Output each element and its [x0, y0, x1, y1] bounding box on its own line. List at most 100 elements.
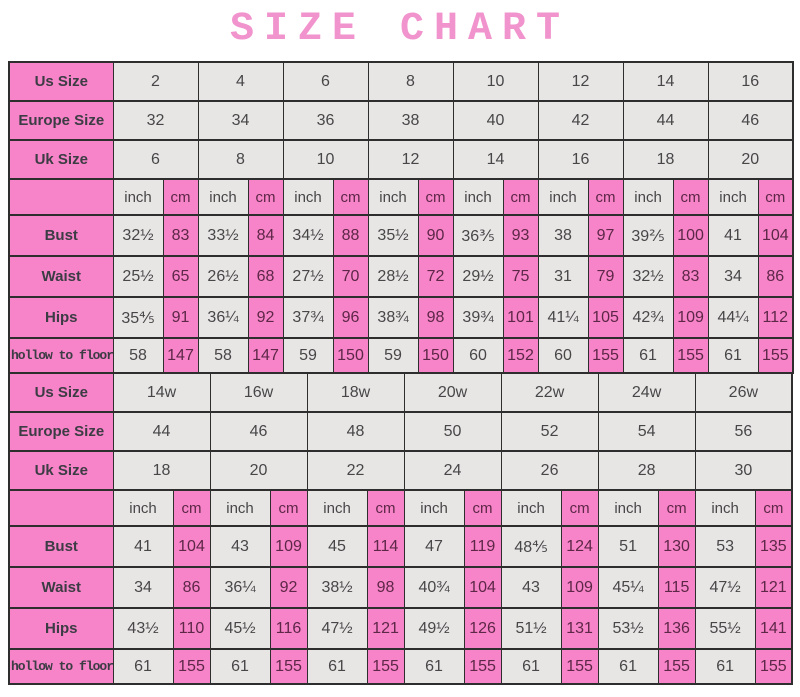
us-size-value: 18w [306, 372, 405, 413]
uk-size-value: 24 [403, 450, 502, 491]
size-table-standard: Us Size 2 4 6 8 10 12 14 16 Europe Size 32 34 36 38 40… [8, 61, 795, 374]
hollow-cm-value: 155 [269, 648, 308, 685]
hollow-cm-value: 155 [757, 337, 794, 374]
row-uk-size: Uk Size 18 20 22 24 26 28 30 [8, 450, 793, 491]
hollow-cm-value: 155 [366, 648, 405, 685]
hips-inch-value: 55½ [694, 607, 756, 650]
bust-cm-value: 135 [754, 525, 793, 568]
waist-inch-value: 25½ [112, 255, 164, 298]
unit-header-cm: cm [172, 489, 211, 527]
uk-size-value: 6 [112, 139, 199, 180]
europe-size-value: 46 [707, 100, 794, 141]
unit-header-cm: cm [657, 489, 696, 527]
hollow-inch-value: 61 [500, 648, 562, 685]
hollow-inch-value: 60 [452, 337, 504, 374]
hips-cm-value: 116 [269, 607, 308, 650]
unit-header-inch: inch [197, 178, 249, 216]
waist-cm-value: 115 [657, 566, 696, 609]
waist-inch-value: 34 [112, 566, 174, 609]
unit-header-inch: inch [452, 178, 504, 216]
hollow-inch-value: 61 [694, 648, 756, 685]
waist-cm-value: 109 [560, 566, 599, 609]
uk-size-value: 22 [306, 450, 405, 491]
uk-size-value: 20 [707, 139, 794, 180]
bust-inch-value: 48⅘ [500, 525, 562, 568]
hollow-inch-value: 61 [112, 648, 174, 685]
hips-row-label: Hips [8, 607, 114, 650]
waist-inch-value: 28½ [367, 255, 419, 298]
waist-cm-value: 75 [502, 255, 539, 298]
uk-size-value: 20 [209, 450, 308, 491]
waist-inch-value: 31 [537, 255, 589, 298]
us-size-value: 24w [597, 372, 696, 413]
bust-inch-value: 45 [306, 525, 368, 568]
us-size-value: 22w [500, 372, 599, 413]
europe-size-value: 34 [197, 100, 284, 141]
europe-size-row-label: Europe Size [8, 411, 114, 452]
unit-header-inch: inch [112, 178, 164, 216]
waist-inch-value: 26½ [197, 255, 249, 298]
bust-inch-value: 51 [597, 525, 659, 568]
waist-inch-value: 32½ [622, 255, 674, 298]
waist-cm-value: 68 [247, 255, 284, 298]
europe-size-value: 54 [597, 411, 696, 452]
units-corner-cell [8, 178, 114, 216]
bust-row-label: Bust [8, 214, 114, 257]
europe-size-value: 32 [112, 100, 199, 141]
hips-inch-value: 37¾ [282, 296, 334, 339]
uk-size-row-label: Uk Size [8, 450, 114, 491]
unit-header-cm: cm [247, 178, 284, 216]
bust-cm-value: 88 [332, 214, 369, 257]
hips-cm-value: 112 [757, 296, 794, 339]
hips-inch-value: 39¾ [452, 296, 504, 339]
uk-size-value: 26 [500, 450, 599, 491]
waist-inch-value: 45¼ [597, 566, 659, 609]
hollow-inch-value: 61 [403, 648, 465, 685]
unit-header-cm: cm [366, 489, 405, 527]
waist-cm-value: 98 [366, 566, 405, 609]
bust-inch-value: 33½ [197, 214, 249, 257]
hips-inch-value: 43½ [112, 607, 174, 650]
uk-size-value: 8 [197, 139, 284, 180]
unit-header-cm: cm [560, 489, 599, 527]
bust-cm-value: 100 [672, 214, 709, 257]
row-units: inch cm inch cm inch cm inch cm inch cm inch cm inch… [8, 489, 793, 527]
us-size-value: 8 [367, 61, 454, 102]
hips-cm-value: 98 [417, 296, 454, 339]
unit-header-inch: inch [403, 489, 465, 527]
hollow-inch-value: 61 [622, 337, 674, 374]
hips-cm-value: 110 [172, 607, 211, 650]
us-size-value: 2 [112, 61, 199, 102]
hips-cm-value: 101 [502, 296, 539, 339]
waist-inch-value: 34 [707, 255, 759, 298]
hollow-cm-value: 150 [417, 337, 454, 374]
bust-cm-value: 119 [463, 525, 502, 568]
row-europe-size: Europe Size 44 46 48 50 52 54 56 [8, 411, 793, 452]
us-size-value: 14 [622, 61, 709, 102]
us-size-value: 26w [694, 372, 793, 413]
hips-cm-value: 126 [463, 607, 502, 650]
europe-size-value: 38 [367, 100, 454, 141]
us-size-value: 14w [112, 372, 211, 413]
hollow-cm-value: 155 [172, 648, 211, 685]
europe-size-value: 52 [500, 411, 599, 452]
hollow-cm-value: 155 [754, 648, 793, 685]
waist-row-label: Waist [8, 255, 114, 298]
us-size-value: 20w [403, 372, 502, 413]
bust-inch-value: 39⅖ [622, 214, 674, 257]
row-hips: Hips 35⅘ 91 36¼ 92 37¾ 96 38¾ 98 39¾ 101 41¼ 105 42¾ 1… [8, 296, 794, 339]
waist-inch-value: 40¾ [403, 566, 465, 609]
bust-cm-value: 104 [757, 214, 794, 257]
bust-cm-value: 84 [247, 214, 284, 257]
unit-header-inch: inch [500, 489, 562, 527]
hollow-inch-value: 61 [707, 337, 759, 374]
row-us-size: Us Size 2 4 6 8 10 12 14 16 [8, 61, 794, 102]
hips-inch-value: 42¾ [622, 296, 674, 339]
uk-size-value: 16 [537, 139, 624, 180]
waist-cm-value: 86 [172, 566, 211, 609]
europe-size-value: 50 [403, 411, 502, 452]
us-size-value: 16w [209, 372, 308, 413]
row-bust: Bust 41 104 43 109 45 114 47 119 48⅘ 124 51 130 53 135 [8, 525, 793, 568]
row-hollow: hollow to floor 58 147 58 147 59 150 59 150 60 152… [8, 337, 794, 374]
europe-size-value: 40 [452, 100, 539, 141]
